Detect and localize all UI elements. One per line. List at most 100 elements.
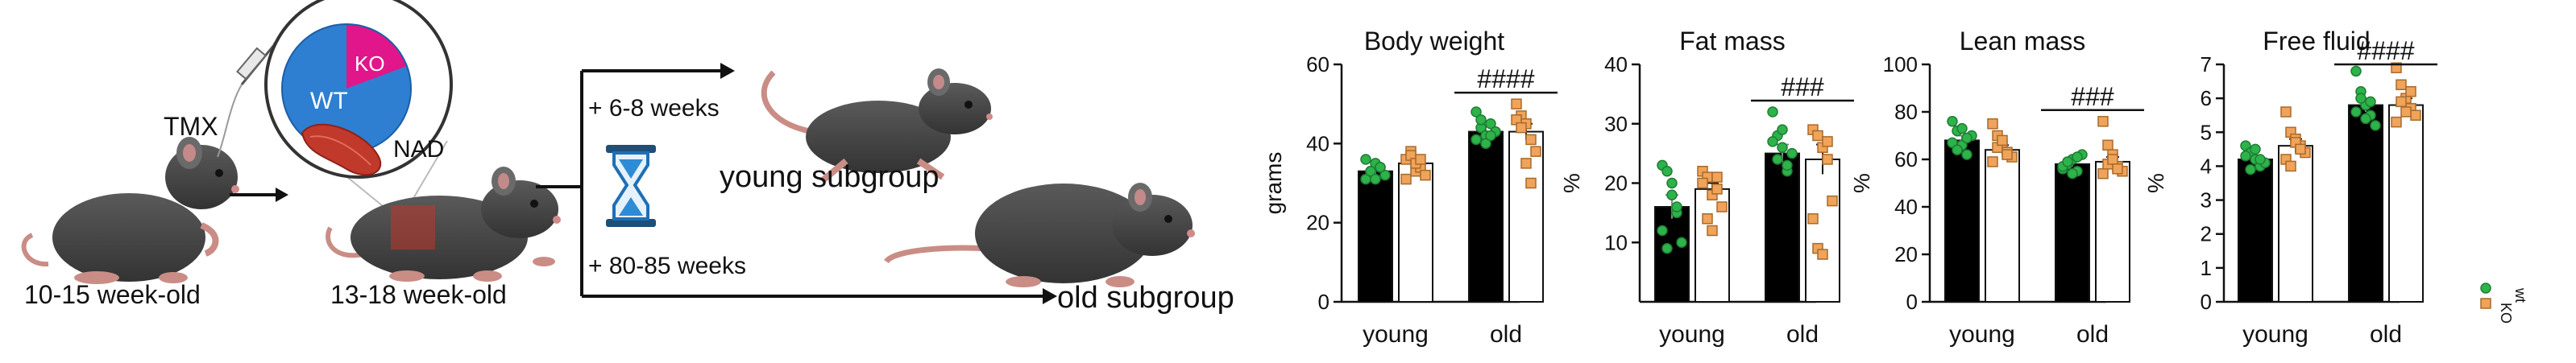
x-tick-label-old: old	[1786, 321, 1819, 348]
ko-point	[2405, 85, 2416, 97]
arrow-young-label: + 6-8 weeks	[588, 95, 720, 122]
y-tick-label: 20	[1306, 211, 1329, 235]
y-tick-label: 4	[2201, 154, 2212, 178]
hourglass-icon	[606, 145, 656, 227]
y-tick-label: 0	[1906, 290, 1918, 314]
ko-point	[1711, 171, 1723, 183]
ko-point	[2396, 96, 2407, 108]
wt-point	[1767, 136, 1778, 147]
x-tick-label-young: young	[1659, 321, 1725, 348]
ko-point	[1702, 213, 1713, 225]
chart-2: 10 20 30 40% Fat mass young old ###	[1559, 27, 1854, 348]
wt-point	[1666, 189, 1678, 200]
ko-point	[1520, 158, 1532, 169]
y-tick-label: 40	[1306, 131, 1329, 155]
wt-label: WT	[310, 88, 348, 114]
ko-point	[1707, 225, 1718, 237]
ko-point	[2295, 143, 2306, 155]
legend: wt KO	[2480, 283, 2528, 324]
legend-ko-label: KO	[2498, 303, 2514, 324]
chart-title: Free fluid	[2263, 27, 2370, 56]
ko-point	[1807, 213, 1819, 225]
chart-title: Fat mass	[1679, 27, 1786, 56]
zoom-circle: KO WT NAD	[264, 0, 453, 210]
y-tick-label: 3	[2201, 188, 2212, 212]
y-tick-label: 20	[1894, 242, 1918, 266]
ko-label: KO	[355, 52, 385, 76]
x-tick-label-young: young	[2242, 321, 2308, 348]
ko-point	[1525, 134, 1537, 146]
wt-point	[2250, 143, 2261, 155]
wt-point	[2255, 154, 2266, 165]
wt-point	[1956, 122, 1968, 134]
wt-point	[2355, 93, 2367, 104]
wt-point	[2067, 167, 2078, 179]
ko-point	[2280, 106, 2292, 118]
ko-point	[2097, 116, 2109, 127]
wt-point	[1671, 201, 1682, 212]
wt-point	[1961, 132, 1972, 144]
muscle-icon	[301, 123, 382, 176]
ko-point	[2391, 116, 2402, 128]
ko-point	[1516, 122, 1527, 134]
ko-point	[2102, 139, 2113, 151]
wt-point	[1471, 106, 1482, 118]
ko-point	[1822, 154, 1833, 165]
y-tick-label: 5	[2201, 120, 2212, 144]
ko-point	[1812, 130, 1823, 142]
y-tick-label: 60	[1894, 147, 1918, 171]
wt-point	[1676, 237, 1687, 248]
wt-point	[1786, 147, 1798, 159]
ko-point	[2001, 149, 2013, 160]
ko-point	[1511, 98, 1522, 109]
y-axis-label: %	[2143, 173, 2168, 193]
y-axis-label: %	[1849, 173, 1874, 193]
wt-point	[1379, 169, 1391, 181]
mouse-initial-illustration	[21, 137, 239, 284]
tmx-label: TMX	[164, 112, 218, 141]
wt-point	[2240, 151, 2251, 162]
significance-label: ####	[2357, 36, 2414, 65]
y-tick-label: 0	[2201, 290, 2212, 314]
ko-point	[2400, 106, 2412, 118]
ko-point	[2396, 79, 2407, 91]
chart-1: 0 20 40 60 grams Body weight young old ####	[1261, 27, 1558, 348]
wt-point	[1666, 177, 1678, 189]
wt-point	[2360, 113, 2371, 125]
wt-point	[1485, 118, 1496, 130]
wt-point	[2350, 65, 2362, 77]
y-tick-label: 20	[1604, 171, 1628, 196]
significance-label: ###	[1781, 72, 1824, 101]
arrow-to-injected	[230, 188, 288, 202]
y-tick-label: 100	[1883, 52, 1918, 76]
experiment-schematic: TMX KO WT NAD	[21, 0, 1234, 315]
x-tick-label-old: old	[1490, 321, 1522, 348]
ko-bar-old	[2388, 104, 2424, 303]
chart-title: Body weight	[1364, 27, 1504, 56]
wt-point	[1947, 116, 1958, 127]
ko-bar-young	[1985, 149, 2020, 303]
wt-point	[1782, 159, 1793, 171]
y-tick-label: 1	[2201, 256, 2212, 280]
ko-point	[1716, 201, 1728, 212]
mouse-injected-illustration	[326, 167, 561, 282]
wt-point	[2245, 163, 2256, 175]
wt-bar-young	[1358, 170, 1393, 303]
wt-bar-old	[2348, 104, 2383, 303]
wt-point	[1657, 225, 1668, 237]
ko-bar-old	[2095, 160, 2130, 303]
ko-point	[1420, 169, 1431, 181]
ko-point	[1997, 134, 2008, 146]
old-group-label: old subgroup	[1057, 281, 1234, 315]
wt-point	[2350, 106, 2362, 118]
legend-wt-label: wt	[2512, 287, 2528, 303]
ko-point	[2097, 167, 2109, 179]
age-initial-label: 10-15 week-old	[24, 280, 201, 309]
wt-point	[1961, 149, 1972, 160]
ko-point	[1697, 177, 1708, 189]
age-injected-label: 13-18 week-old	[330, 280, 507, 309]
arrow-old-label: + 80-85 weeks	[588, 253, 746, 279]
ko-point	[1987, 118, 1998, 130]
ko-point	[1822, 136, 1833, 147]
